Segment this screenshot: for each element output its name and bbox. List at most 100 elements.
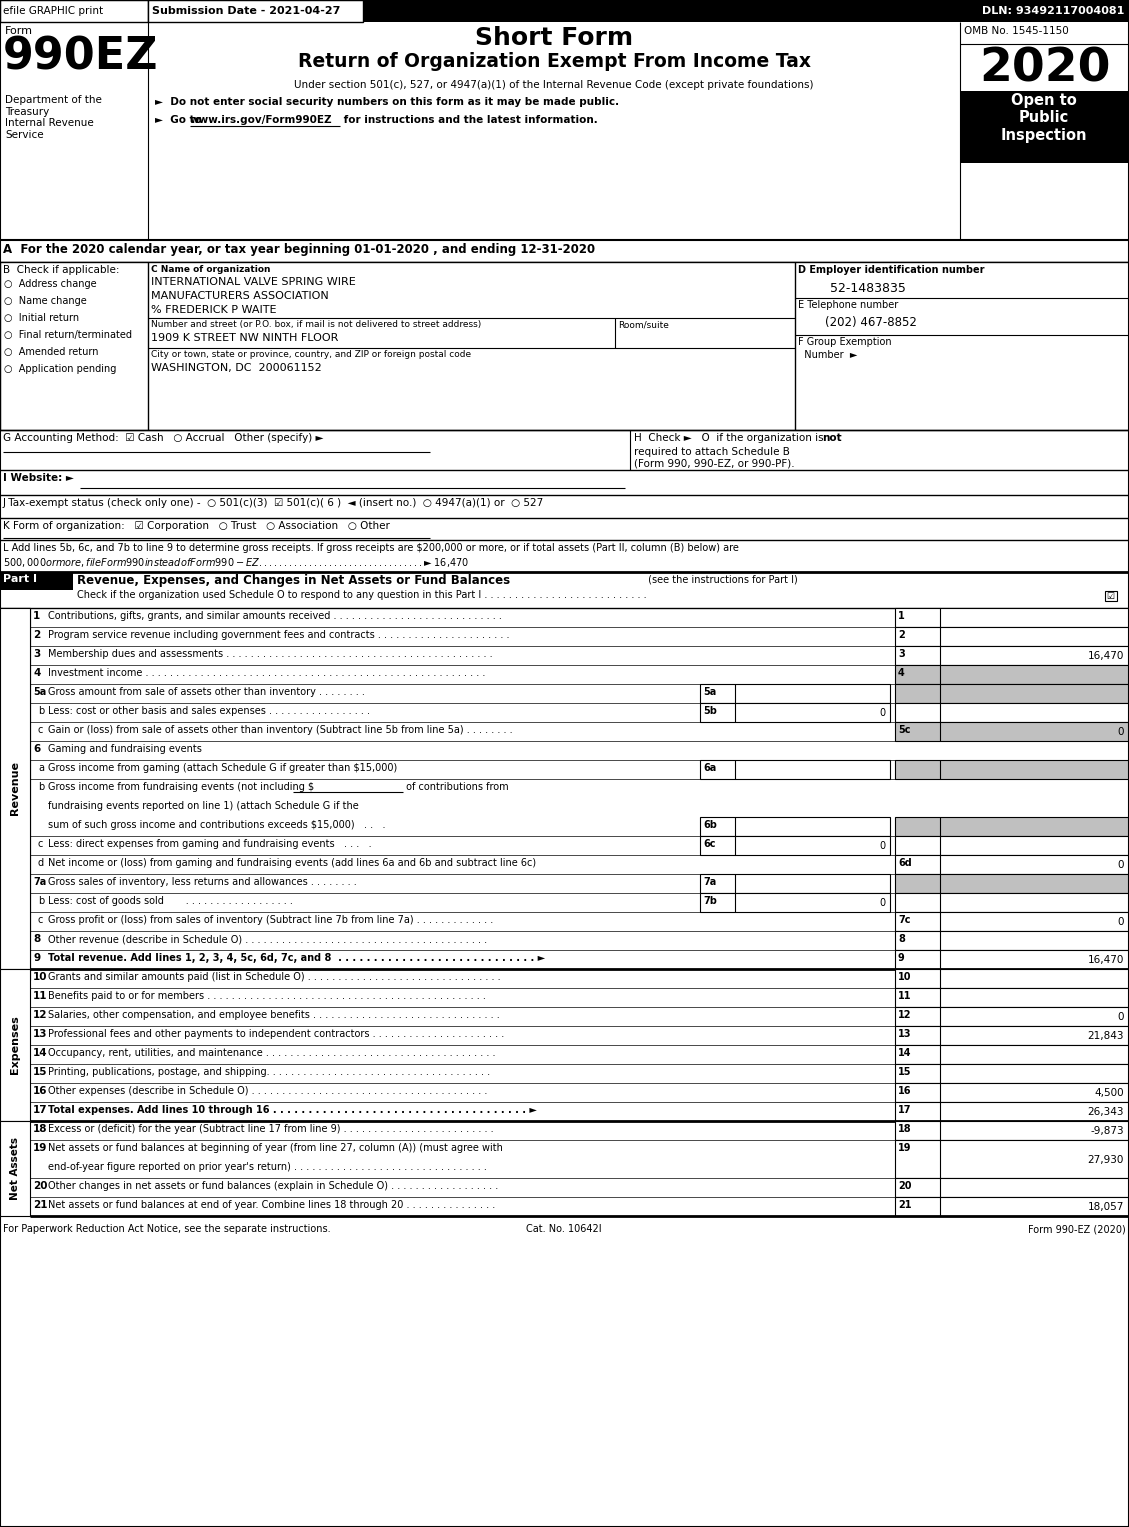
Text: d: d — [38, 858, 44, 867]
Text: Total expenses. Add lines 10 through 16 . . . . . . . . . . . . . . . . . . . . : Total expenses. Add lines 10 through 16 … — [49, 1106, 537, 1115]
Text: 10: 10 — [898, 973, 911, 982]
Text: 19: 19 — [898, 1144, 911, 1153]
Text: 990EZ: 990EZ — [3, 35, 158, 78]
Text: 6d: 6d — [898, 858, 912, 867]
Text: % FREDERICK P WAITE: % FREDERICK P WAITE — [151, 305, 277, 315]
Text: c: c — [38, 915, 43, 925]
Text: E Telephone number: E Telephone number — [798, 299, 899, 310]
Bar — [895, 817, 1129, 835]
Text: 13: 13 — [33, 1029, 47, 1038]
Text: for instructions and the latest information.: for instructions and the latest informat… — [340, 115, 597, 125]
Text: c: c — [38, 725, 43, 734]
Bar — [895, 1026, 1129, 1044]
Text: 14: 14 — [33, 1048, 47, 1058]
Text: Net assets or fund balances at end of year. Combine lines 18 through 20 . . . . : Net assets or fund balances at end of ye… — [49, 1200, 496, 1209]
Bar — [895, 950, 1129, 970]
Text: Less: cost or other basis and sales expenses . . . . . . . . . . . . . . . . .: Less: cost or other basis and sales expe… — [49, 705, 370, 716]
Text: 6c: 6c — [703, 838, 716, 849]
Text: 2020: 2020 — [979, 46, 1111, 92]
Text: Gross profit or (loss) from sales of inventory (Subtract line 7b from line 7a) .: Gross profit or (loss) from sales of inv… — [49, 915, 493, 925]
Text: K Form of organization:   ☑ Corporation   ○ Trust   ○ Association   ○ Other: K Form of organization: ☑ Corporation ○ … — [3, 521, 390, 531]
Text: Number and street (or P.O. box, if mail is not delivered to street address): Number and street (or P.O. box, if mail … — [151, 321, 481, 328]
Text: 2: 2 — [33, 631, 41, 640]
Bar — [0, 0, 1129, 21]
Text: Less: direct expenses from gaming and fundraising events   . . .   .: Less: direct expenses from gaming and fu… — [49, 838, 371, 849]
Text: Number  ►: Number ► — [798, 350, 857, 360]
Text: Program service revenue including government fees and contracts . . . . . . . . : Program service revenue including govern… — [49, 631, 509, 640]
Text: 0: 0 — [1118, 860, 1124, 870]
Bar — [895, 988, 1129, 1006]
Text: J Tax-exempt status (check only one) -  ○ 501(c)(3)  ☑ 501(c)( 6 )  ◄ (insert no: J Tax-exempt status (check only one) - ○… — [3, 498, 544, 508]
Text: 4: 4 — [898, 667, 904, 678]
Bar — [895, 912, 1129, 931]
Text: Net assets or fund balances at beginning of year (from line 27, column (A)) (mus: Net assets or fund balances at beginning… — [49, 1144, 502, 1153]
Text: c: c — [38, 838, 43, 849]
Text: Check if the organization used Schedule O to respond to any question in this Par: Check if the organization used Schedule … — [77, 589, 647, 600]
Text: 20: 20 — [33, 1180, 47, 1191]
Text: 15: 15 — [33, 1067, 47, 1077]
Text: Revenue, Expenses, and Changes in Net Assets or Fund Balances: Revenue, Expenses, and Changes in Net As… — [77, 574, 510, 586]
Bar — [895, 893, 1129, 912]
Text: Gross income from fundraising events (not including $: Gross income from fundraising events (no… — [49, 782, 314, 793]
Text: I Website: ►: I Website: ► — [3, 473, 73, 483]
Text: ►  Do not enter social security numbers on this form as it may be made public.: ► Do not enter social security numbers o… — [155, 98, 619, 107]
Text: Revenue: Revenue — [10, 760, 20, 815]
Bar — [895, 722, 1129, 741]
Bar — [700, 893, 890, 912]
Text: Other expenses (describe in Schedule O) . . . . . . . . . . . . . . . . . . . . : Other expenses (describe in Schedule O) … — [49, 1086, 488, 1096]
Text: G Accounting Method:  ☑ Cash   ○ Accrual   Other (specify) ►: G Accounting Method: ☑ Cash ○ Accrual Ot… — [3, 434, 324, 443]
Text: Short Form: Short Form — [475, 26, 633, 50]
Bar — [0, 970, 30, 1121]
Text: D Employer identification number: D Employer identification number — [798, 266, 984, 275]
Text: 8: 8 — [33, 935, 41, 944]
Bar — [895, 931, 1129, 950]
Text: H  Check ►   O  if the organization is: H Check ► O if the organization is — [634, 434, 826, 443]
Text: Salaries, other compensation, and employee benefits . . . . . . . . . . . . . . : Salaries, other compensation, and employ… — [49, 1009, 500, 1020]
Text: 0: 0 — [878, 898, 885, 909]
Text: 3: 3 — [33, 649, 41, 660]
Text: Form 990-EZ (2020): Form 990-EZ (2020) — [1029, 1225, 1126, 1234]
Bar — [895, 1177, 1129, 1197]
Text: Part I: Part I — [3, 574, 37, 583]
Text: Benefits paid to or for members . . . . . . . . . . . . . . . . . . . . . . . . : Benefits paid to or for members . . . . … — [49, 991, 485, 1002]
Bar — [895, 760, 1129, 779]
Text: ☑: ☑ — [1106, 592, 1114, 602]
Text: Printing, publications, postage, and shipping. . . . . . . . . . . . . . . . . .: Printing, publications, postage, and shi… — [49, 1067, 490, 1077]
Text: 7b: 7b — [703, 896, 717, 906]
Text: 26,343: 26,343 — [1087, 1107, 1124, 1116]
Text: efile GRAPHIC print: efile GRAPHIC print — [3, 6, 103, 15]
Text: 7a: 7a — [703, 876, 716, 887]
Bar — [895, 608, 1129, 628]
Text: 16,470: 16,470 — [1087, 954, 1124, 965]
Text: 17: 17 — [898, 1106, 911, 1115]
Text: Return of Organization Exempt From Income Tax: Return of Organization Exempt From Incom… — [298, 52, 811, 70]
Text: Cat. No. 10642I: Cat. No. 10642I — [526, 1225, 602, 1234]
Text: 0: 0 — [878, 841, 885, 851]
Text: Total revenue. Add lines 1, 2, 3, 4, 5c, 6d, 7c, and 8  . . . . . . . . . . . . : Total revenue. Add lines 1, 2, 3, 4, 5c,… — [49, 953, 545, 964]
Text: (202) 467-8852: (202) 467-8852 — [825, 316, 917, 328]
Bar — [0, 263, 1129, 431]
Bar — [0, 1121, 30, 1215]
Text: Contributions, gifts, grants, and similar amounts received . . . . . . . . . . .: Contributions, gifts, grants, and simila… — [49, 611, 502, 621]
Text: Net Assets: Net Assets — [10, 1136, 20, 1200]
Text: 12: 12 — [33, 1009, 47, 1020]
Text: 16,470: 16,470 — [1087, 651, 1124, 661]
Text: Room/suite: Room/suite — [618, 321, 668, 328]
Text: Professional fees and other payments to independent contractors . . . . . . . . : Professional fees and other payments to … — [49, 1029, 505, 1038]
Text: b: b — [38, 896, 44, 906]
Text: 11: 11 — [33, 991, 47, 1002]
Text: Grants and similar amounts paid (list in Schedule O) . . . . . . . . . . . . . .: Grants and similar amounts paid (list in… — [49, 973, 500, 982]
Text: Gaming and fundraising events: Gaming and fundraising events — [49, 744, 202, 754]
Bar — [895, 1141, 1129, 1177]
Text: 10: 10 — [33, 973, 47, 982]
Bar — [148, 0, 364, 21]
Text: Revenue: Revenue — [10, 767, 20, 822]
Bar — [0, 608, 30, 970]
Text: (Form 990, 990-EZ, or 990-PF).: (Form 990, 990-EZ, or 990-PF). — [634, 460, 795, 469]
Bar — [895, 855, 1129, 873]
Text: 13: 13 — [898, 1029, 911, 1038]
Text: 12: 12 — [898, 1009, 911, 1020]
Text: not: not — [822, 434, 841, 443]
Text: 21: 21 — [898, 1200, 911, 1209]
Bar — [1105, 591, 1117, 602]
